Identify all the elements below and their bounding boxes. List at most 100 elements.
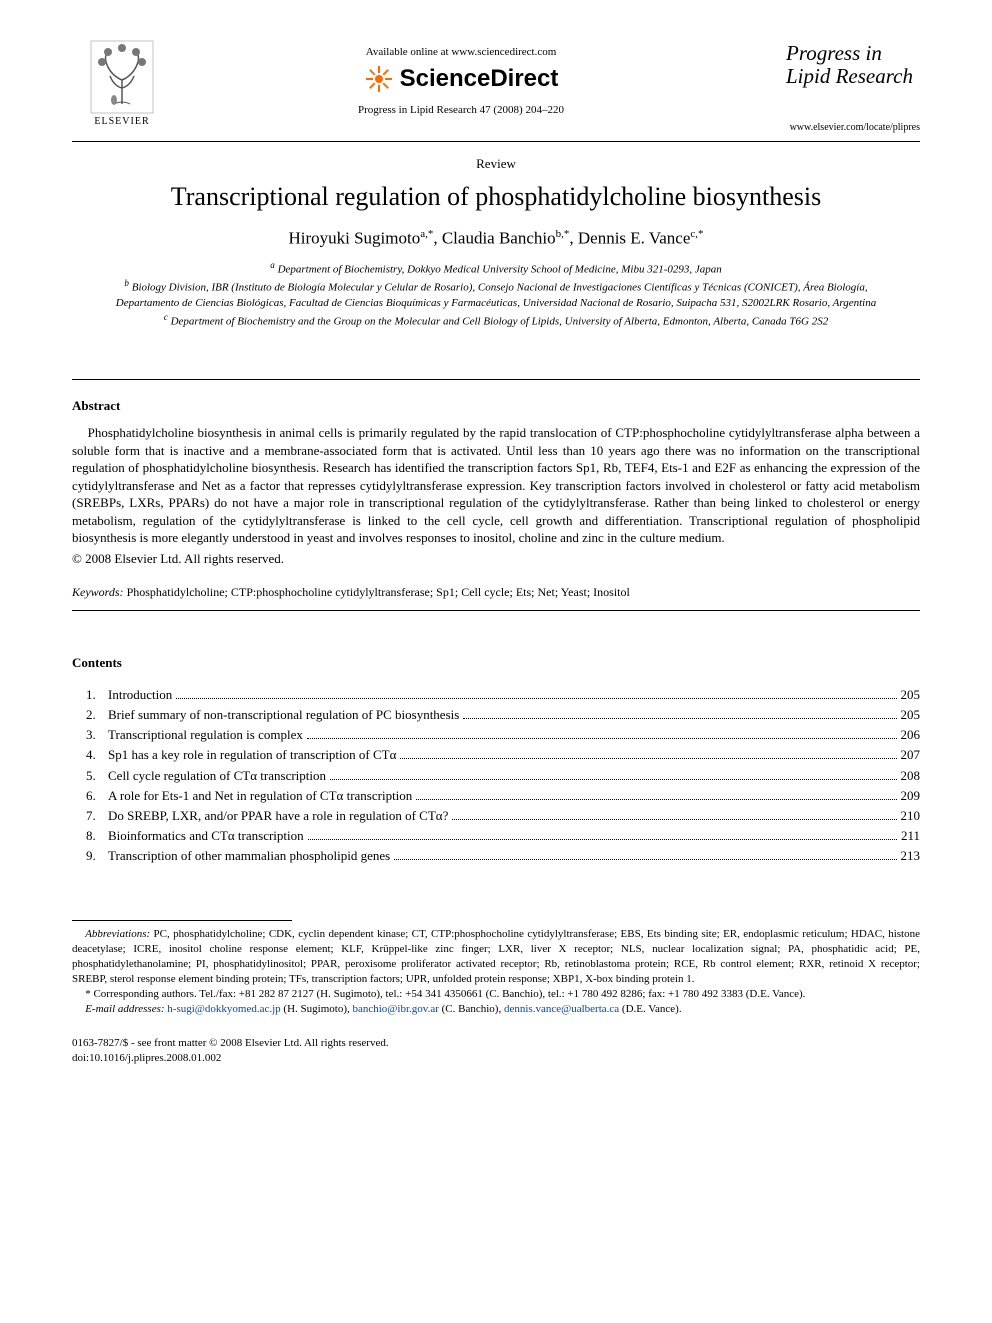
journal-title-line1: Progress in	[786, 41, 882, 65]
footnotes: Abbreviations: PC, phosphatidylcholine; …	[72, 920, 920, 1016]
journal-header: ELSEVIER Available online at www.science…	[72, 40, 920, 142]
toc-leader-dots	[308, 839, 897, 840]
email-who: (D.E. Vance)	[622, 1003, 679, 1015]
abstract-copyright: © 2008 Elsevier Ltd. All rights reserved…	[72, 551, 920, 567]
toc-number: 6.	[86, 786, 108, 806]
abbreviations-footnote: Abbreviations: PC, phosphatidylcholine; …	[72, 927, 920, 986]
abbrev-text: PC, phosphatidylcholine; CDK, cyclin dep…	[72, 928, 920, 985]
sciencedirect-burst-icon	[364, 64, 394, 94]
toc-row[interactable]: 2.Brief summary of non-transcriptional r…	[86, 705, 920, 725]
author-list: Hiroyuki Sugimotoa,*, Claudia Banchiob,*…	[72, 228, 920, 249]
toc-leader-dots	[400, 758, 896, 759]
table-of-contents: 1.Introduction 2052.Brief summary of non…	[72, 685, 920, 866]
affiliation: c Department of Biochemistry and the Gro…	[92, 311, 900, 330]
toc-title: Introduction	[108, 685, 172, 705]
toc-title: Do SREBP, LXR, and/or PPAR have a role i…	[108, 806, 448, 826]
toc-row[interactable]: 6.A role for Ets-1 and Net in regulation…	[86, 786, 920, 806]
affiliation: b Biology Division, IBR (Instituto de Bi…	[92, 277, 900, 310]
author: Claudia Banchio	[442, 229, 556, 248]
journal-title: Progress in Lipid Research	[750, 42, 920, 88]
toc-leader-dots	[394, 859, 896, 860]
toc-row[interactable]: 3.Transcriptional regulation is complex …	[86, 725, 920, 745]
toc-leader-dots	[176, 698, 896, 699]
divider	[72, 379, 920, 380]
toc-row[interactable]: 4.Sp1 has a key role in regulation of tr…	[86, 745, 920, 765]
toc-number: 2.	[86, 705, 108, 725]
keywords-text: Phosphatidylcholine; CTP:phosphocholine …	[124, 585, 630, 599]
affiliation-text: Department of Biochemistry and the Group…	[171, 315, 829, 327]
publisher-name: ELSEVIER	[94, 116, 149, 127]
toc-title: Bioinformatics and CTα transcription	[108, 826, 304, 846]
center-header: Available online at www.sciencedirect.co…	[172, 40, 750, 116]
toc-number: 5.	[86, 766, 108, 786]
toc-title: Brief summary of non-transcriptional reg…	[108, 705, 459, 725]
toc-row[interactable]: 8.Bioinformatics and CTα transcription 2…	[86, 826, 920, 846]
author-affil-sup: a,*	[420, 228, 433, 240]
abstract-heading: Abstract	[72, 398, 920, 414]
corresponding-footnote: * Corresponding authors. Tel./fax: +81 2…	[72, 987, 920, 1002]
publisher-block: ELSEVIER	[72, 40, 172, 127]
email-who: (C. Banchio)	[442, 1003, 499, 1015]
citation-line: Progress in Lipid Research 47 (2008) 204…	[172, 104, 750, 116]
toc-page: 208	[901, 766, 921, 786]
toc-title: Transcription of other mammalian phospho…	[108, 846, 390, 866]
toc-number: 4.	[86, 745, 108, 765]
toc-row[interactable]: 5.Cell cycle regulation of CTα transcrip…	[86, 766, 920, 786]
affiliations: a Department of Biochemistry, Dokkyo Med…	[72, 259, 920, 329]
article-title: Transcriptional regulation of phosphatid…	[72, 182, 920, 212]
divider	[72, 610, 920, 611]
email-link[interactable]: h-sugi@dokkyomed.ac.jp	[167, 1003, 280, 1015]
toc-leader-dots	[452, 819, 896, 820]
elsevier-tree-icon	[90, 40, 154, 114]
affiliation-text: Department of Biochemistry, Dokkyo Medic…	[278, 264, 722, 276]
journal-block: Progress in Lipid Research www.elsevier.…	[750, 40, 920, 133]
toc-page: 205	[901, 705, 921, 725]
keywords: Keywords: Phosphatidylcholine; CTP:phosp…	[72, 585, 920, 600]
email-link[interactable]: banchio@ibr.gov.ar	[352, 1003, 438, 1015]
author-affil-sup: b,*	[556, 228, 570, 240]
author: Dennis E. Vance	[578, 229, 691, 248]
toc-title: Cell cycle regulation of CTα transcripti…	[108, 766, 326, 786]
author-affil-sup: c,*	[690, 228, 703, 240]
toc-title: Sp1 has a key role in regulation of tran…	[108, 745, 396, 765]
toc-page: 206	[901, 725, 921, 745]
affiliation: a Department of Biochemistry, Dokkyo Med…	[92, 259, 900, 278]
article-type: Review	[72, 156, 920, 172]
toc-title: Transcriptional regulation is complex	[108, 725, 303, 745]
abbrev-label: Abbreviations:	[85, 928, 150, 940]
front-matter-line: 0163-7827/$ - see front matter © 2008 El…	[72, 1036, 920, 1050]
toc-page: 207	[901, 745, 921, 765]
available-online-text: Available online at www.sciencedirect.co…	[172, 46, 750, 58]
toc-page: 213	[901, 846, 921, 866]
email-link[interactable]: dennis.vance@ualberta.ca	[504, 1003, 619, 1015]
author: Hiroyuki Sugimoto	[288, 229, 420, 248]
toc-title: A role for Ets-1 and Net in regulation o…	[108, 786, 412, 806]
email-label: E-mail addresses:	[85, 1003, 164, 1015]
toc-leader-dots	[416, 799, 896, 800]
toc-number: 7.	[86, 806, 108, 826]
footer-meta: 0163-7827/$ - see front matter © 2008 El…	[72, 1036, 920, 1065]
sciencedirect-brand: ScienceDirect	[172, 64, 750, 94]
email-who: (H. Sugimoto)	[283, 1003, 347, 1015]
toc-number: 3.	[86, 725, 108, 745]
toc-row[interactable]: 9.Transcription of other mammalian phosp…	[86, 846, 920, 866]
doi-line: doi:10.1016/j.plipres.2008.01.002	[72, 1051, 920, 1065]
toc-number: 1.	[86, 685, 108, 705]
toc-page: 210	[901, 806, 921, 826]
toc-row[interactable]: 1.Introduction 205	[86, 685, 920, 705]
contents-heading: Contents	[72, 655, 920, 671]
affiliation-text: Biology Division, IBR (Instituto de Biol…	[116, 282, 876, 309]
toc-leader-dots	[307, 738, 897, 739]
keywords-label: Keywords:	[72, 585, 124, 599]
toc-number: 9.	[86, 846, 108, 866]
footnote-rule	[72, 920, 292, 921]
toc-number: 8.	[86, 826, 108, 846]
toc-page: 205	[901, 685, 921, 705]
toc-leader-dots	[330, 779, 897, 780]
sciencedirect-wordmark: ScienceDirect	[400, 65, 559, 93]
toc-row[interactable]: 7.Do SREBP, LXR, and/or PPAR have a role…	[86, 806, 920, 826]
toc-leader-dots	[463, 718, 896, 719]
email-footnote: E-mail addresses: h-sugi@dokkyomed.ac.jp…	[72, 1002, 920, 1017]
toc-page: 209	[901, 786, 921, 806]
journal-title-line2: Lipid Research	[786, 64, 913, 88]
